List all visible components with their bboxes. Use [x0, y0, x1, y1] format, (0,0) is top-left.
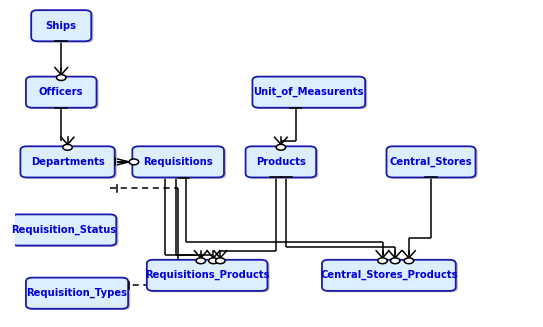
- FancyBboxPatch shape: [22, 147, 117, 179]
- FancyBboxPatch shape: [31, 10, 91, 41]
- FancyBboxPatch shape: [252, 77, 365, 108]
- FancyBboxPatch shape: [26, 77, 97, 108]
- FancyBboxPatch shape: [135, 147, 226, 179]
- FancyBboxPatch shape: [33, 11, 93, 43]
- Circle shape: [404, 258, 414, 264]
- FancyBboxPatch shape: [248, 147, 318, 179]
- FancyBboxPatch shape: [149, 261, 269, 292]
- FancyBboxPatch shape: [147, 260, 268, 291]
- Circle shape: [276, 145, 286, 150]
- FancyBboxPatch shape: [132, 146, 224, 178]
- Text: Requisition_Types: Requisition_Types: [27, 288, 128, 298]
- Text: Unit_of_Measurents: Unit_of_Measurents: [254, 87, 364, 97]
- FancyBboxPatch shape: [322, 260, 456, 291]
- Text: Requisition_Status: Requisition_Status: [11, 225, 117, 235]
- Text: Departments: Departments: [30, 157, 104, 167]
- Circle shape: [390, 258, 400, 264]
- FancyBboxPatch shape: [389, 147, 478, 179]
- FancyBboxPatch shape: [387, 146, 476, 178]
- Circle shape: [129, 159, 138, 165]
- Circle shape: [378, 258, 387, 264]
- FancyBboxPatch shape: [14, 216, 118, 247]
- Circle shape: [196, 258, 206, 264]
- Circle shape: [63, 145, 72, 150]
- FancyBboxPatch shape: [26, 278, 128, 309]
- FancyBboxPatch shape: [245, 146, 316, 178]
- FancyBboxPatch shape: [28, 279, 130, 310]
- Text: Requisitions_Products: Requisitions_Products: [145, 270, 269, 281]
- FancyBboxPatch shape: [324, 261, 458, 292]
- FancyBboxPatch shape: [21, 146, 115, 178]
- Text: Central_Stores: Central_Stores: [390, 157, 472, 167]
- Circle shape: [56, 75, 66, 80]
- FancyBboxPatch shape: [28, 78, 99, 109]
- Text: Ships: Ships: [46, 21, 77, 31]
- Circle shape: [216, 258, 225, 264]
- FancyBboxPatch shape: [11, 215, 116, 246]
- FancyBboxPatch shape: [255, 78, 367, 109]
- Text: Central_Stores_Products: Central_Stores_Products: [320, 270, 458, 281]
- Circle shape: [209, 258, 218, 264]
- Text: Requisitions: Requisitions: [143, 157, 213, 167]
- Text: Products: Products: [256, 157, 306, 167]
- Text: Officers: Officers: [39, 87, 84, 97]
